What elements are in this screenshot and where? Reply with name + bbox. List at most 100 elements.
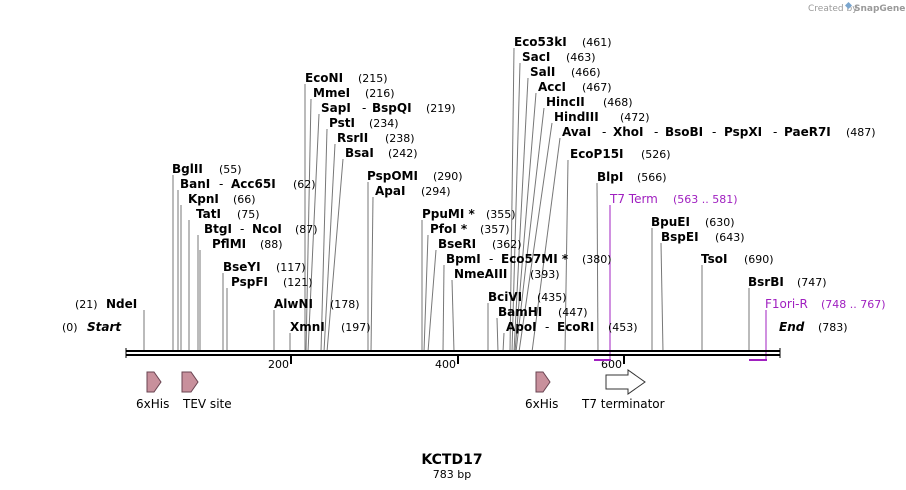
site-name: NcoI xyxy=(252,222,282,236)
backbone xyxy=(125,348,781,358)
svg-text:-: - xyxy=(362,101,366,115)
6xhis-feature-arrow xyxy=(146,371,162,393)
site-position: (526) xyxy=(641,148,671,161)
ruler: 200 400 600 xyxy=(268,356,625,371)
site-position: (362) xyxy=(492,238,522,251)
site-position: (215) xyxy=(358,72,388,85)
site-position: (121) xyxy=(283,276,313,289)
start-position: (0) xyxy=(62,321,78,334)
site-name: PaeR7I xyxy=(784,125,831,139)
credit-text: Created by xyxy=(808,4,858,14)
site-position: (197) xyxy=(341,321,371,334)
site-name: HindIII xyxy=(554,110,599,124)
site-name: TatI xyxy=(196,207,221,221)
svg-text:-: - xyxy=(489,252,493,266)
tev-site-feature-arrow xyxy=(181,371,199,393)
site-position: (747) xyxy=(797,276,827,289)
site-name: AlwNI xyxy=(274,297,313,311)
site-position: (643) xyxy=(715,231,745,244)
site-position: (467) xyxy=(582,81,612,94)
site-name: AvaI xyxy=(562,125,591,139)
site-position: (290) xyxy=(433,170,463,183)
site-position: (453) xyxy=(608,321,638,334)
site-name: BanI xyxy=(180,177,210,191)
site-name: KpnI xyxy=(188,192,219,206)
site-name: ApoI xyxy=(506,320,537,334)
site-name: AccI xyxy=(538,80,566,94)
site-position: (117) xyxy=(276,261,306,274)
svg-text:-: - xyxy=(240,222,244,236)
site-name: BspQI xyxy=(372,101,412,115)
site-name: BpuEI xyxy=(651,215,690,229)
site-position: (630) xyxy=(705,216,735,229)
site-position: (461) xyxy=(582,36,612,49)
map-ends: (0) Start End (783) xyxy=(62,320,848,334)
site-name: BsaI xyxy=(345,146,374,160)
svg-text:-: - xyxy=(219,177,223,191)
site-name: PspXI xyxy=(724,125,762,139)
site-name: EcoRI xyxy=(557,320,594,334)
6xhis-feature-arrow xyxy=(535,371,551,393)
site-name: PflMI xyxy=(212,237,246,251)
feature-label: T7 terminator xyxy=(581,397,665,411)
site-name: XhoI xyxy=(613,125,644,139)
construct-length: 783 bp xyxy=(433,468,471,481)
start-label: Start xyxy=(87,320,122,334)
site-leader-lines xyxy=(143,47,750,353)
site-position: (566) xyxy=(637,171,667,184)
snapgene-logo-icon xyxy=(845,2,852,9)
site-name: BlpI xyxy=(597,170,623,184)
site-position: (66) xyxy=(233,193,256,206)
site-name: ApaI xyxy=(375,184,405,198)
site-position: (466) xyxy=(571,66,601,79)
site-name: XmnI xyxy=(290,320,325,334)
site-name: Acc65I xyxy=(231,177,276,191)
map-title: KCTD17 783 bp xyxy=(421,452,482,481)
site-position: (178) xyxy=(330,298,360,311)
restriction-sites: (21) NdeI BglII (55) BanI - Acc65I (62) … xyxy=(75,35,876,334)
features: 6xHis TEV site 6xHis T7 terminator xyxy=(136,369,665,411)
t7-terminator-feature-arrow xyxy=(605,369,646,395)
tick-label: 600 xyxy=(601,358,622,371)
site-position: (435) xyxy=(537,291,567,304)
site-name: BciVI xyxy=(488,290,522,304)
site-position: (463) xyxy=(566,51,596,64)
site-name: HincII xyxy=(546,95,585,109)
feature-label: 6xHis xyxy=(525,397,558,411)
site-position: (87) xyxy=(295,223,318,236)
site-name: BspEI xyxy=(661,230,699,244)
site-position: (219) xyxy=(426,102,456,115)
site-name: RsrII xyxy=(337,131,368,145)
site-name: NdeI xyxy=(106,297,137,311)
site-name: PpuMI * xyxy=(422,207,476,221)
site-name: BglII xyxy=(172,162,203,176)
site-name: EcoP15I xyxy=(570,147,624,161)
site-position: (380) xyxy=(582,253,612,266)
site-name: SalI xyxy=(530,65,555,79)
end-position: (783) xyxy=(818,321,848,334)
svg-text:-: - xyxy=(773,125,777,139)
svg-text:-: - xyxy=(654,125,658,139)
site-name: SacI xyxy=(522,50,550,64)
site-position: (447) xyxy=(558,306,588,319)
brand-text: SnapGene xyxy=(854,4,905,14)
site-name: PstI xyxy=(329,116,355,130)
site-position: (468) xyxy=(603,96,633,109)
site-name: MmeI xyxy=(313,86,350,100)
site-position: (88) xyxy=(260,238,283,251)
site-name: BtgI xyxy=(204,222,232,236)
site-position: (216) xyxy=(365,87,395,100)
site-position: (55) xyxy=(219,163,242,176)
site-name: BsoBI xyxy=(665,125,703,139)
site-position: (690) xyxy=(744,253,774,266)
site-name: BsrBI xyxy=(748,275,784,289)
site-position: (234) xyxy=(369,117,399,130)
primer-range: (748 .. 767) xyxy=(821,298,886,311)
site-position: (62) xyxy=(293,178,316,191)
primer-name: F1ori-R xyxy=(765,297,808,311)
site-position: (357) xyxy=(480,223,510,236)
site-name: EcoNI xyxy=(305,71,343,85)
site-name: PspFI xyxy=(231,275,268,289)
site-name: Eco57MI * xyxy=(501,252,569,266)
